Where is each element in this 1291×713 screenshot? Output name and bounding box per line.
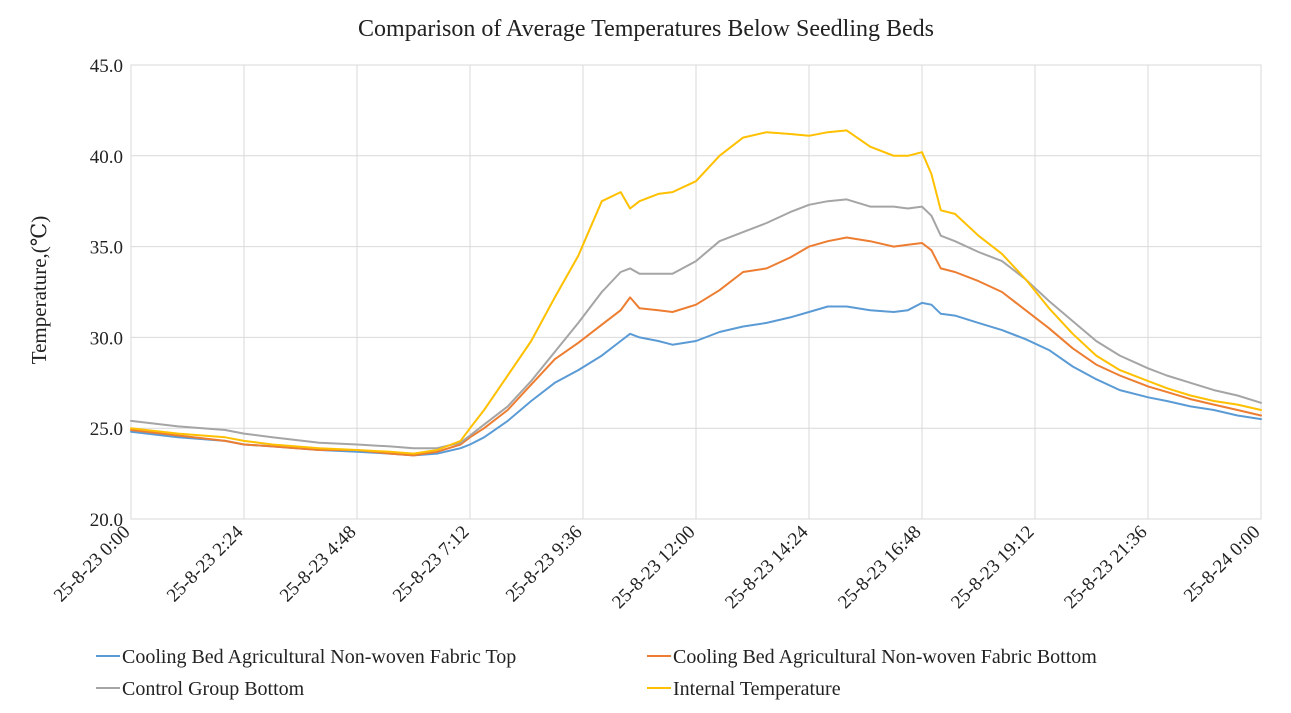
x-tick-label: 25-8-23 21:36 (1060, 522, 1151, 613)
legend-entry-label: Cooling Bed Agricultural Non-woven Fabri… (673, 646, 1097, 668)
y-tick-label: 30.0 (90, 328, 123, 349)
grid-layer (130, 64, 1262, 520)
series-line-4 (130, 129, 1262, 455)
series-line-2 (130, 236, 1262, 457)
series-layer (130, 129, 1262, 457)
x-tick-label: 25-8-23 16:48 (834, 522, 925, 613)
x-tick-label: 25-8-23 2:24 (163, 521, 248, 606)
x-tick-label: 25-8-24 0:00 (1180, 522, 1265, 607)
x-tick-label: 25-8-23 7:12 (389, 522, 474, 607)
x-tick-label: 25-8-23 19:12 (947, 522, 1038, 613)
legend-entry-label: Internal Temperature (673, 678, 841, 700)
y-tick-label: 25.0 (90, 419, 123, 440)
chart-title: Comparison of Average Temperatures Below… (358, 16, 934, 42)
x-tick-label: 25-8-23 9:36 (502, 522, 587, 607)
y-tick-label: 45.0 (90, 56, 123, 77)
x-tick-label: 25-8-23 12:00 (608, 522, 699, 613)
x-tick-label: 25-8-23 14:24 (721, 521, 813, 613)
y-axis-title: Temperature,(℃) (27, 216, 51, 365)
x-tick-label: 25-8-23 4:48 (276, 522, 361, 607)
y-tick-label: 35.0 (90, 238, 123, 259)
x-tick-label: 25-8-23 0:00 (50, 522, 135, 607)
plot-frame (130, 64, 1262, 520)
legend-entry-label: Control Group Bottom (122, 678, 305, 700)
y-tick-label: 20.0 (90, 510, 123, 531)
x-axis-ticks: 25-8-23 0:00 25-8-23 2:24 25-8-23 4:48 25-8… (50, 521, 1265, 613)
legend: Cooling Bed Agricultural Non-woven Fabri… (96, 646, 1097, 700)
legend-entry-label: Cooling Bed Agricultural Non-woven Fabri… (122, 646, 516, 668)
y-axis-ticks: 20.0 25.0 30.0 35.0 40.0 45.0 (90, 56, 123, 531)
series-line-3 (130, 198, 1262, 450)
y-tick-label: 40.0 (90, 147, 123, 168)
